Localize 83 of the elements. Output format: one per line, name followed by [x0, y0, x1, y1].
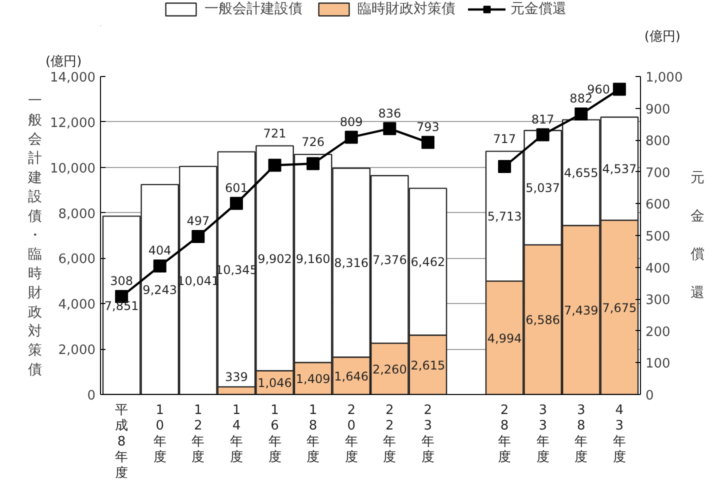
data-label: 809	[340, 114, 363, 129]
data-label: 497	[186, 214, 210, 228]
point	[574, 108, 588, 121]
data-label: 7,439	[564, 304, 598, 318]
data-label: 5,037	[526, 181, 560, 196]
y2-tick-label: 400	[646, 261, 670, 276]
data-label: 726	[302, 135, 325, 150]
y-tick-label: 8,000	[58, 206, 96, 222]
x-tick-label: 38年度	[574, 402, 588, 466]
data-label: 9,160	[296, 252, 330, 266]
y2-tick-label: 900	[646, 102, 670, 118]
data-label: 1,646	[334, 369, 369, 384]
data-label: 4,655	[564, 166, 598, 180]
data-label: 8,316	[334, 256, 369, 270]
point	[612, 82, 626, 96]
x-tick-label: 12年度	[192, 402, 205, 466]
y-tick-label: 14,000	[50, 70, 96, 86]
x-tick-label: 43年度	[612, 402, 626, 466]
point	[498, 160, 512, 173]
y2-tick-label: 600	[646, 198, 670, 213]
point	[536, 128, 550, 142]
data-label: 601	[225, 180, 248, 195]
y2-tick-label: 1,000	[646, 70, 683, 86]
x-tick-label: 14年度	[230, 402, 243, 466]
data-label: 7,675	[602, 300, 637, 315]
y2-tick-label: 500	[646, 230, 670, 244]
x-tick-label: 18年度	[306, 402, 320, 466]
data-label: 9,243	[142, 283, 178, 298]
data-label: 5,713	[487, 210, 522, 224]
x-tick-label: 10年度	[153, 402, 166, 466]
x-tick-label: 22年度	[383, 402, 396, 466]
point	[306, 157, 320, 170]
data-label: 339	[225, 370, 248, 384]
y-tick-label: 10,000	[50, 161, 96, 176]
y2-tick-label: 0	[646, 388, 654, 404]
y-tick-label: 2,000	[58, 343, 96, 358]
data-label: 6,586	[526, 313, 560, 328]
point	[153, 260, 166, 273]
x-tick-label: 20年度	[344, 402, 358, 466]
x-tick-label: 33年度	[536, 402, 550, 466]
x-tick-label: 平成8年度	[115, 402, 128, 481]
data-label: 836	[378, 106, 402, 120]
legend-label: 元金償還	[510, 0, 566, 18]
data-label: 717	[493, 132, 516, 146]
data-label: 817	[531, 112, 554, 126]
y-tick-label: 4,000	[58, 298, 96, 313]
point	[344, 130, 358, 144]
data-label: 4,994	[487, 331, 522, 346]
text: 一般会計建設債・臨時財政対策債	[28, 93, 42, 378]
data-label: 6,462	[410, 255, 446, 270]
data-label: 7,376	[372, 252, 407, 267]
y-tick-label: 6,000	[58, 252, 96, 268]
y2-tick-label: 700	[646, 166, 670, 181]
legend-label: 臨時財政対策債	[358, 0, 456, 18]
data-label: 1,409	[296, 372, 330, 386]
point	[192, 230, 205, 243]
text: 元金償還	[690, 170, 705, 302]
y-tick-label: 12,000	[50, 116, 96, 131]
text: (億円)	[644, 30, 681, 44]
y2-tick-label: 300	[646, 293, 670, 308]
point	[421, 136, 434, 149]
data-label: 9,902	[258, 252, 292, 266]
y2-tick-label: 100	[646, 356, 670, 372]
legend-label: 一般会計建設債	[204, 0, 302, 18]
y2-tick-label: 200	[646, 324, 670, 340]
point	[268, 158, 282, 172]
data-label: 793	[416, 120, 440, 134]
data-label: 308	[110, 274, 134, 288]
data-label: 2,615	[410, 358, 446, 372]
data-label: 7,851	[104, 298, 139, 313]
data-label: 404	[148, 244, 172, 258]
point	[383, 122, 396, 136]
x-tick-label: 28年度	[498, 402, 512, 466]
point	[230, 196, 243, 210]
data-label: 1,046	[258, 376, 292, 390]
data-label: 2,260	[372, 362, 407, 376]
text: (億円)	[46, 54, 82, 70]
x-tick-label: 23年度	[421, 402, 434, 466]
y-tick-label: 0	[87, 388, 96, 404]
y2-tick-label: 800	[646, 134, 670, 150]
x-tick-label: 16年度	[268, 402, 282, 466]
data-label: 721	[263, 126, 286, 141]
data-label: 4,537	[602, 162, 637, 176]
